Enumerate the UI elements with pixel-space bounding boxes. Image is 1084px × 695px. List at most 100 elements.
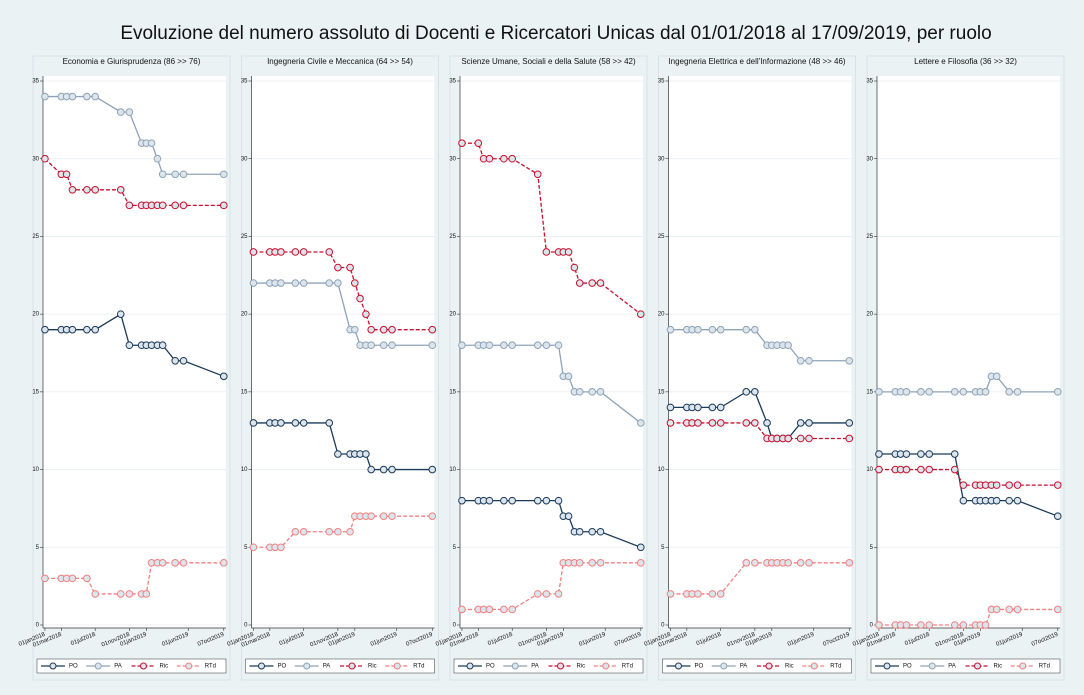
data-point: [68, 574, 77, 583]
data-point: [83, 325, 91, 334]
data-point: [388, 465, 396, 474]
y-tick-label: 10: [449, 467, 456, 473]
legend-marker: [557, 662, 564, 670]
data-point: [91, 590, 100, 598]
data-point: [125, 201, 134, 210]
panel-title: Ingegneria Civile e Meccanica (64 >> 54): [267, 57, 413, 66]
data-point: [508, 496, 517, 505]
y-tick-label: 0: [870, 623, 874, 629]
data-point: [564, 512, 573, 521]
data-point: [41, 574, 49, 583]
data-point: [179, 559, 188, 567]
legend-marker: [602, 662, 610, 670]
data-point: [875, 621, 883, 629]
data-point: [334, 450, 342, 458]
data-point: [299, 248, 308, 256]
data-point: [959, 388, 968, 396]
y-tick-label: 15: [32, 389, 39, 395]
data-point: [249, 543, 258, 552]
legend-label: RTd: [830, 664, 841, 670]
data-point: [500, 341, 508, 350]
data-point: [1013, 481, 1022, 489]
y-tick-label: 0: [661, 623, 665, 629]
y-tick-label: 35: [866, 79, 873, 85]
data-point: [91, 325, 100, 334]
data-point: [902, 465, 911, 474]
data-point: [742, 325, 751, 334]
data-point: [950, 450, 959, 458]
data-point: [346, 527, 354, 536]
y-tick-label: 20: [449, 312, 456, 318]
data-point: [751, 388, 759, 396]
legend-label: RTd: [413, 664, 424, 670]
legend-marker: [928, 662, 936, 670]
data-point: [708, 590, 717, 598]
data-point: [694, 403, 702, 412]
data-point: [805, 419, 813, 427]
data-point: [68, 325, 77, 334]
data-point: [334, 263, 342, 272]
data-point: [158, 341, 167, 350]
legend-label: Ric: [785, 664, 794, 670]
data-point: [388, 341, 396, 350]
data-point: [925, 621, 934, 629]
data-point: [694, 590, 702, 598]
data-point: [428, 512, 437, 521]
data-point: [334, 527, 342, 536]
legend-label: PO: [695, 664, 704, 670]
legend-marker: [765, 662, 773, 670]
data-point: [379, 512, 388, 521]
legend-label: Ric: [577, 664, 586, 670]
data-point: [694, 325, 702, 334]
legend-label: PA: [323, 664, 331, 670]
y-tick-label: 5: [244, 545, 248, 551]
legend-label: RTd: [622, 664, 633, 670]
data-point: [992, 481, 1001, 489]
y-tick-label: 20: [866, 312, 873, 318]
y-tick-label: 10: [32, 467, 39, 473]
data-point: [325, 248, 334, 256]
data-point: [596, 527, 605, 536]
data-point: [636, 419, 645, 427]
data-point: [116, 186, 125, 194]
data-point: [596, 279, 605, 287]
data-point: [542, 590, 551, 598]
data-point: [68, 92, 77, 101]
data-point: [367, 325, 375, 334]
data-point: [917, 388, 925, 396]
y-tick-label: 5: [661, 545, 665, 551]
data-point: [91, 186, 100, 194]
data-point: [125, 590, 134, 598]
data-point: [716, 590, 725, 598]
panel-title: Lettere e Filosofia (36 >> 32): [914, 57, 1017, 66]
legend-marker: [1019, 662, 1027, 670]
data-point: [277, 419, 285, 427]
plot-area: [251, 76, 435, 628]
data-point: [351, 325, 359, 334]
data-point: [158, 559, 167, 567]
data-point: [950, 621, 959, 629]
legend-label: RTd: [1039, 664, 1050, 670]
data-point: [875, 388, 883, 396]
data-point: [458, 341, 466, 350]
data-point: [116, 590, 125, 598]
data-point: [142, 590, 151, 598]
data-point: [1013, 496, 1022, 505]
data-point: [171, 201, 179, 210]
legend-label: PO: [278, 664, 287, 670]
y-tick-label: 0: [453, 623, 457, 629]
data-point: [1005, 496, 1013, 505]
data-point: [116, 108, 125, 116]
data-point: [1053, 605, 1062, 614]
legend-label: RTd: [205, 664, 216, 670]
data-point: [62, 170, 71, 179]
data-point: [805, 434, 813, 443]
data-point: [91, 92, 100, 101]
data-point: [153, 154, 162, 163]
y-tick-label: 20: [32, 312, 39, 318]
data-point: [596, 559, 605, 567]
data-point: [845, 434, 854, 443]
data-point: [796, 434, 805, 443]
data-point: [277, 248, 285, 256]
legend-label: PA: [740, 664, 748, 670]
